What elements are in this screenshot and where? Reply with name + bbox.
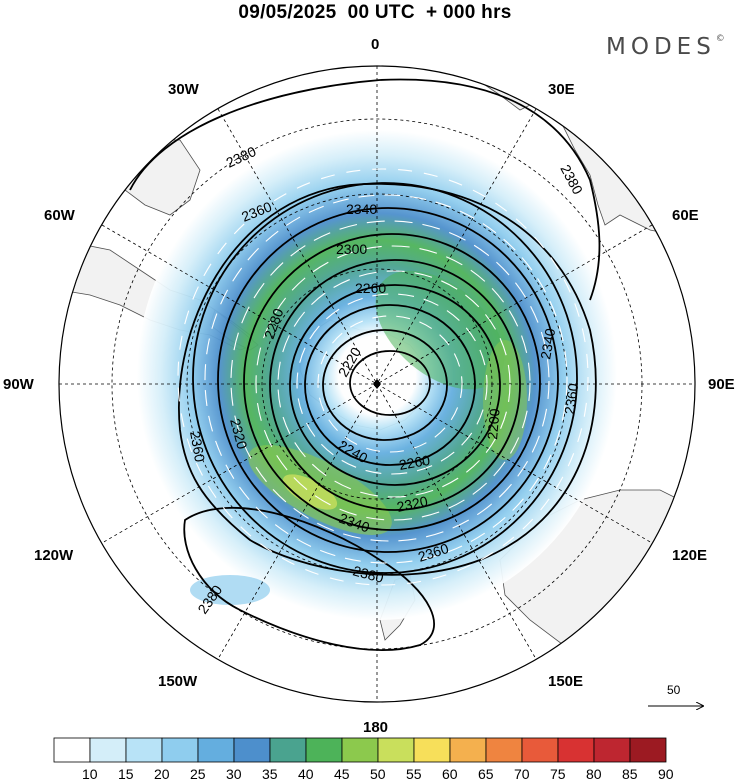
contour-2280: [269, 259, 521, 511]
lon-label-30w: 30W: [168, 81, 200, 98]
lon-label-120w: 120W: [34, 547, 74, 564]
vector-ring-5: [230, 220, 550, 542]
lon-label-120e: 120E: [672, 547, 707, 564]
vector-ring-1: [317, 315, 463, 453]
contour-2380-west-cell: [183, 506, 435, 651]
contour-label: 2380: [351, 562, 385, 586]
lon-label-60e: 60E: [672, 207, 699, 224]
wind-vectors: [177, 168, 589, 586]
shading-patch-sw: [190, 575, 270, 605]
contour-label: 2320: [395, 493, 429, 515]
lon-label-30e: 30E: [548, 81, 575, 98]
contour-label: 2340: [346, 201, 377, 217]
meridian-60w-120e: [101, 224, 653, 544]
contour-label: 2260: [398, 452, 432, 473]
vector-ring-4: [255, 245, 531, 521]
lon-label-150w: 150W: [158, 673, 198, 690]
vector-ring-2: [296, 293, 488, 475]
map-boundary: [58, 65, 696, 703]
brand-mark: ©: [715, 34, 725, 44]
pole-marker: [373, 379, 381, 389]
contour-labels: 2380 2360 2340 2300 2260 2280 2220 2240 …: [187, 143, 586, 617]
longitude-labels: 0 30E 60E 90E 120E 150E 180 150W 120W 90…: [3, 36, 735, 736]
contour-2200: [349, 350, 431, 416]
meridian-30w-150e: [217, 108, 537, 660]
contour-2360: [178, 183, 597, 576]
contour-label: 2260: [355, 280, 386, 296]
vector-ring-6: [204, 194, 568, 564]
lon-label-180: 180: [363, 719, 388, 736]
lon-label-0: 0: [371, 36, 379, 53]
lon-label-150e: 150E: [548, 673, 583, 690]
contour-2220: [322, 329, 448, 441]
contour-label: 2320: [227, 417, 251, 451]
vector-ring-3: [277, 270, 511, 498]
reference-vector-label: 50: [667, 683, 681, 697]
contour-label: 2360: [561, 382, 581, 415]
contour-2240: [304, 304, 476, 466]
lon-label-90w: 90W: [3, 376, 35, 393]
brand-text: MODES: [606, 34, 716, 60]
meridian-30e-150w: [217, 108, 537, 660]
contour-2260: [289, 284, 501, 486]
lon-label-90e: 90E: [708, 376, 735, 393]
contour-2300: [243, 233, 541, 531]
jet-core-east: [483, 340, 527, 460]
contour-label: 2340: [537, 327, 558, 361]
meridian-60e-120w: [101, 224, 653, 544]
chart-title: 09/05/2025 00 UTC + 000 hrs: [238, 2, 512, 23]
height-contours: [127, 78, 601, 651]
contour-2320: [217, 207, 559, 553]
jet-ring-shading: [137, 130, 617, 620]
contour-label: 2200: [484, 408, 503, 441]
contour-label: 2300: [336, 241, 367, 257]
vector-ring-7: [177, 168, 589, 586]
lon-label-60w: 60W: [44, 207, 76, 224]
contour-label: 2360: [187, 430, 208, 464]
contour-2380-north: [129, 78, 601, 301]
modes-logo: MODES©: [606, 34, 725, 60]
